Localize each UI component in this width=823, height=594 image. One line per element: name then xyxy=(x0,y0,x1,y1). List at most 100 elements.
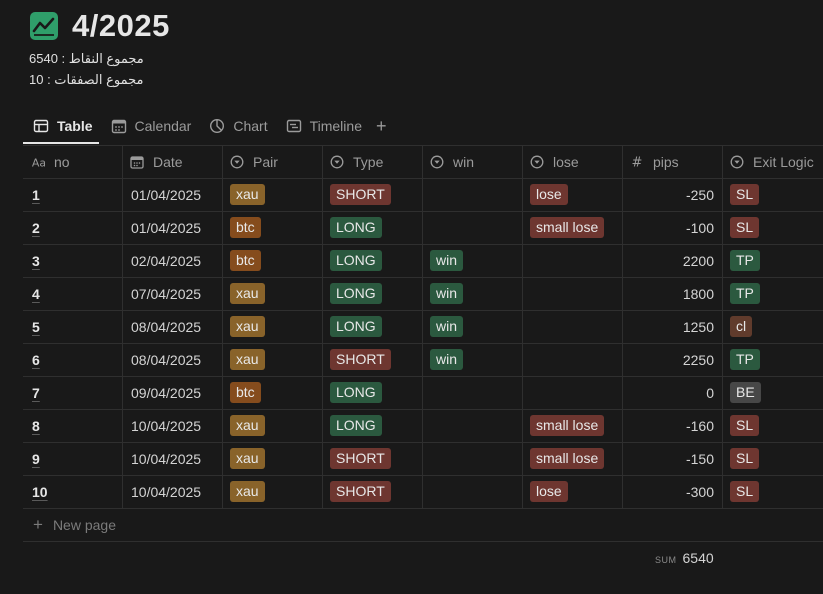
tag-lose: lose xyxy=(530,184,568,205)
table-cell-no[interactable]: 10 xyxy=(32,483,48,500)
table-cell-no[interactable]: 6 xyxy=(32,351,40,368)
table-cell-date[interactable]: 08/04/2025 xyxy=(131,351,202,368)
table-cell-date[interactable]: 01/04/2025 xyxy=(131,219,202,236)
table-cell-date[interactable]: 02/04/2025 xyxy=(131,252,202,269)
tag-short: SHORT xyxy=(330,448,391,469)
tab-chart[interactable]: Chart xyxy=(209,118,268,134)
table-cell-pair[interactable]: xau xyxy=(230,277,265,310)
table-cell-pips[interactable]: 2200 xyxy=(682,252,714,269)
table-cell-lose[interactable]: lose xyxy=(530,178,568,211)
table-cell-pips[interactable]: -300 xyxy=(685,483,714,500)
table-cell-exit[interactable]: SL xyxy=(730,211,760,244)
table-cell-type[interactable]: LONG xyxy=(330,211,382,244)
column-header-type[interactable]: Type xyxy=(330,145,383,178)
table-cell-type[interactable]: SHORT xyxy=(330,178,391,211)
table-cell-pips[interactable]: 0 xyxy=(706,384,714,401)
table-cell-pips[interactable]: -160 xyxy=(685,417,714,434)
table-cell-exit[interactable]: SL xyxy=(730,442,760,475)
row-divider xyxy=(23,409,823,410)
column-header-lose[interactable]: lose xyxy=(530,145,579,178)
tab-label: Timeline xyxy=(309,118,362,134)
table-cell-type[interactable]: LONG xyxy=(330,244,382,277)
tag-short: SHORT xyxy=(330,184,391,205)
table-cell-pair[interactable]: btc xyxy=(230,211,261,244)
table-cell-no[interactable]: 8 xyxy=(32,417,40,434)
table-cell-type[interactable]: SHORT xyxy=(330,343,391,376)
table-cell-pair[interactable]: xau xyxy=(230,310,265,343)
select-icon xyxy=(430,155,444,168)
table-cell-no[interactable]: 9 xyxy=(32,450,40,467)
table-cell-pair[interactable]: btc xyxy=(230,376,261,409)
table-cell-exit[interactable]: SL xyxy=(730,409,760,442)
new-page-button[interactable]: + New page xyxy=(33,515,116,535)
table-cell-type[interactable]: SHORT xyxy=(330,442,391,475)
table-cell-no[interactable]: 1 xyxy=(32,186,40,203)
column-divider xyxy=(422,145,423,508)
table-cell-type[interactable]: LONG xyxy=(330,409,382,442)
tag-tp: TP xyxy=(730,283,760,304)
svg-text:#: # xyxy=(632,155,643,169)
table-cell-pair[interactable]: xau xyxy=(230,475,265,508)
tab-table[interactable]: Table xyxy=(33,118,93,134)
column-header-pair[interactable]: Pair xyxy=(230,145,278,178)
tag-sl: SL xyxy=(730,184,760,205)
table-cell-type[interactable]: LONG xyxy=(330,277,382,310)
add-view-icon[interactable]: + xyxy=(375,115,387,136)
table-cell-lose[interactable]: small lose xyxy=(530,211,605,244)
table-cell-win[interactable]: win xyxy=(430,343,464,376)
table-cell-win[interactable]: win xyxy=(430,310,464,343)
table-cell-lose[interactable]: small lose xyxy=(530,409,605,442)
table-cell-lose[interactable]: small lose xyxy=(530,442,605,475)
table-cell-pair[interactable]: xau xyxy=(230,343,265,376)
table-cell-type[interactable]: LONG xyxy=(330,376,382,409)
table-cell-exit[interactable]: TP xyxy=(730,343,760,376)
select-icon xyxy=(230,155,244,168)
table-cell-no[interactable]: 5 xyxy=(32,318,40,335)
view-tabs: Table Calendar Chart Timeline + xyxy=(33,116,387,136)
table-cell-no[interactable]: 7 xyxy=(32,384,40,401)
table-cell-date[interactable]: 09/04/2025 xyxy=(131,384,202,401)
table-cell-pips[interactable]: 2250 xyxy=(682,351,714,368)
table-cell-pair[interactable]: xau xyxy=(230,409,265,442)
table-cell-pips[interactable]: -100 xyxy=(685,219,714,236)
table-cell-type[interactable]: LONG xyxy=(330,310,382,343)
table-cell-exit[interactable]: SL xyxy=(730,178,760,211)
table-cell-exit[interactable]: SL xyxy=(730,475,760,508)
table-cell-date[interactable]: 10/04/2025 xyxy=(131,450,202,467)
table-cell-date[interactable]: 01/04/2025 xyxy=(131,186,202,203)
column-header-pips[interactable]: # pips xyxy=(630,145,679,178)
table-cell-exit[interactable]: cl xyxy=(730,310,753,343)
table-cell-exit[interactable]: TP xyxy=(730,244,760,277)
column-divider xyxy=(522,145,523,508)
table-cell-pair[interactable]: xau xyxy=(230,178,265,211)
tab-timeline[interactable]: Timeline xyxy=(286,118,362,134)
column-header-no[interactable]: Aa no xyxy=(31,145,70,178)
table-cell-date[interactable]: 10/04/2025 xyxy=(131,417,202,434)
table-cell-pair[interactable]: xau xyxy=(230,442,265,475)
tab-calendar[interactable]: Calendar xyxy=(111,118,191,134)
row-divider xyxy=(23,277,823,278)
tag-xau: xau xyxy=(230,283,265,304)
table-cell-exit[interactable]: BE xyxy=(730,376,761,409)
table-cell-pips[interactable]: -250 xyxy=(685,186,714,203)
table-cell-no[interactable]: 4 xyxy=(32,285,40,302)
column-header-date[interactable]: Date xyxy=(130,145,183,178)
column-header-exit[interactable]: Exit Logic xyxy=(730,145,814,178)
tag-xau: xau xyxy=(230,481,265,502)
table-cell-exit[interactable]: TP xyxy=(730,277,760,310)
table-cell-win[interactable]: win xyxy=(430,277,464,310)
table-cell-date[interactable]: 07/04/2025 xyxy=(131,285,202,302)
table-cell-pips[interactable]: 1800 xyxy=(682,285,714,302)
table-cell-date[interactable]: 10/04/2025 xyxy=(131,483,202,500)
table-cell-pair[interactable]: btc xyxy=(230,244,261,277)
table-cell-date[interactable]: 08/04/2025 xyxy=(131,318,202,335)
table-cell-type[interactable]: SHORT xyxy=(330,475,391,508)
column-header-win[interactable]: win xyxy=(430,145,474,178)
table-cell-lose[interactable]: lose xyxy=(530,475,568,508)
table-cell-pips[interactable]: -150 xyxy=(685,450,714,467)
table-cell-no[interactable]: 2 xyxy=(32,219,40,236)
table-cell-pips[interactable]: 1250 xyxy=(682,318,714,335)
active-tab-indicator xyxy=(23,142,99,144)
table-cell-no[interactable]: 3 xyxy=(32,252,40,269)
table-cell-win[interactable]: win xyxy=(430,244,464,277)
